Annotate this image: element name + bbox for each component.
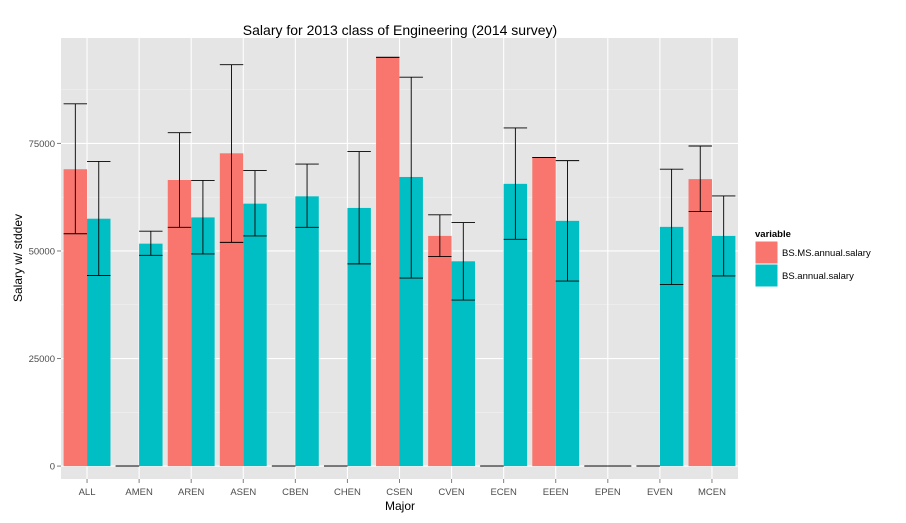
bars-layer: [63, 57, 736, 467]
bar: [191, 217, 215, 467]
bar: [555, 220, 580, 467]
x-tick-label: MCEN: [698, 487, 726, 498]
legend-label: BS.MS.annual.salary: [782, 248, 871, 259]
bar: [376, 57, 400, 467]
x-tick-label: CBEN: [282, 487, 309, 498]
error-bar: [87, 161, 111, 276]
error-bar: [399, 76, 423, 279]
x-tick-label: ECEN: [490, 487, 517, 498]
error-bar: [295, 163, 319, 228]
x-axis: ALL AMEN AREN ASEN CBEN CHEN CSEN CVEN ECEN EEEN E…: [79, 479, 726, 498]
error-bar: [191, 179, 215, 255]
error-bar: [347, 151, 371, 265]
bar: [428, 235, 452, 467]
error-bar: [659, 168, 684, 285]
error-bars-layer: [63, 56, 736, 467]
y-axis-title: Salary w/ stddev: [11, 214, 25, 302]
error-bar: [688, 145, 712, 212]
error-bar: [555, 160, 580, 282]
bar: [139, 243, 163, 467]
bar: [451, 261, 476, 467]
x-tick-label: AREN: [178, 487, 205, 498]
legend: variable BS.MS.annual.salary BS.annual.sa…: [754, 229, 871, 288]
chart-title: Salary for 2013 class of Engineering (20…: [243, 22, 557, 38]
legend-swatch: [755, 264, 778, 287]
bar: [243, 203, 267, 467]
error-bar: [139, 230, 163, 256]
x-tick-label: ASEN: [230, 487, 256, 498]
bar: [532, 157, 556, 467]
y-axis: 0 25000 50000 75000: [29, 139, 61, 473]
bar: [347, 207, 371, 467]
legend-title: variable: [755, 229, 791, 240]
x-tick-label: EVEN: [647, 487, 673, 498]
error-bar: [711, 195, 736, 277]
bar: [87, 218, 111, 467]
error-bar: [503, 127, 528, 240]
x-tick-label: CHEN: [334, 487, 361, 498]
legend-swatch: [755, 241, 778, 264]
bar: [711, 235, 736, 467]
bar: [295, 196, 319, 467]
error-bar: [243, 170, 267, 237]
error-bar: [428, 214, 452, 258]
error-bar: [219, 64, 244, 243]
y-tick-label: 25000: [29, 354, 55, 365]
legend-item: BS.MS.annual.salary: [754, 240, 871, 265]
y-tick-label: 50000: [29, 246, 55, 257]
x-tick-label: ALL: [79, 487, 96, 498]
y-tick-label: 0: [50, 462, 55, 473]
y-tick-label: 75000: [29, 139, 55, 150]
x-tick-label: CSEN: [386, 487, 413, 498]
x-tick-label: CVEN: [438, 487, 465, 498]
bar: [219, 153, 244, 467]
bar: [399, 176, 423, 467]
bar: [63, 169, 88, 467]
bar: [659, 226, 684, 467]
x-tick-label: AMEN: [125, 487, 153, 498]
error-bar: [167, 132, 192, 228]
legend-label: BS.annual.salary: [782, 271, 854, 282]
error-bar: [451, 222, 476, 301]
bar: [167, 179, 192, 467]
x-tick-label: EEEN: [543, 487, 569, 498]
x-axis-title: Major: [385, 499, 415, 513]
bar: [503, 183, 528, 467]
error-bar: [63, 103, 88, 235]
x-tick-label: EPEN: [595, 487, 621, 498]
bar: [688, 179, 712, 467]
legend-item: BS.annual.salary: [754, 263, 854, 288]
